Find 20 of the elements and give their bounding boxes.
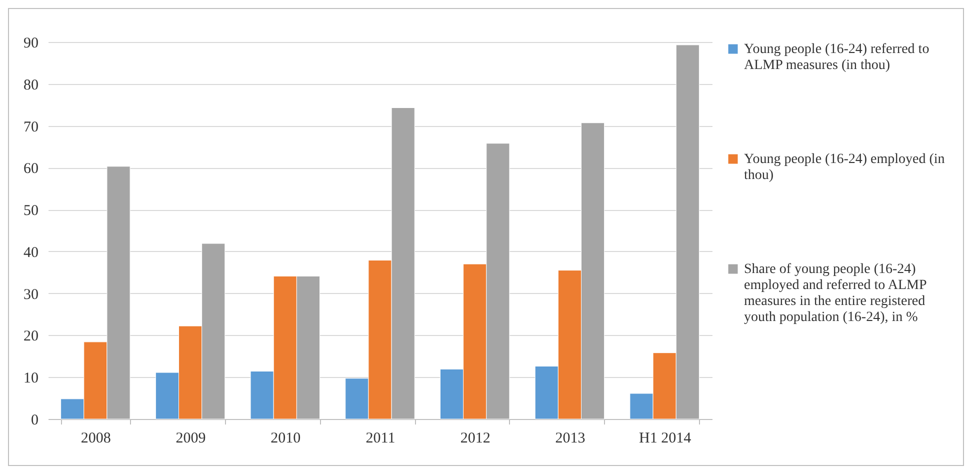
y-tick-label: 50 xyxy=(24,203,38,220)
x-tick-label: 2011 xyxy=(366,430,396,446)
y-tick-label: 20 xyxy=(24,328,38,345)
x-tick-label: 2012 xyxy=(460,430,490,446)
y-tick-label: 90 xyxy=(24,36,38,52)
y-tick-label: 80 xyxy=(24,77,38,94)
x-tick-label: H1 2014 xyxy=(639,430,692,446)
y-tick-label: 10 xyxy=(24,370,38,387)
x-tick-label: 2009 xyxy=(176,430,206,446)
y-tick-label: 0 xyxy=(31,412,38,428)
x-tick-label: 2008 xyxy=(80,430,111,446)
y-tick-label: 40 xyxy=(24,244,38,261)
y-tick-label: 60 xyxy=(24,161,38,178)
y-tick-label: 70 xyxy=(24,119,38,136)
legend-label: Share of young people (16-24) employed and referred to ALMP measures in the entire registered youth population (16-24), in % xyxy=(744,262,927,325)
legend-label: Young people (16-24) referred to ALMP measures (in thou) xyxy=(744,42,930,73)
legend-label: Young people (16-24) employed (in thou) xyxy=(744,152,945,183)
x-tick-label: 2013 xyxy=(555,430,586,446)
y-tick-label: 30 xyxy=(24,286,38,303)
x-tick-label: 2010 xyxy=(270,430,301,446)
